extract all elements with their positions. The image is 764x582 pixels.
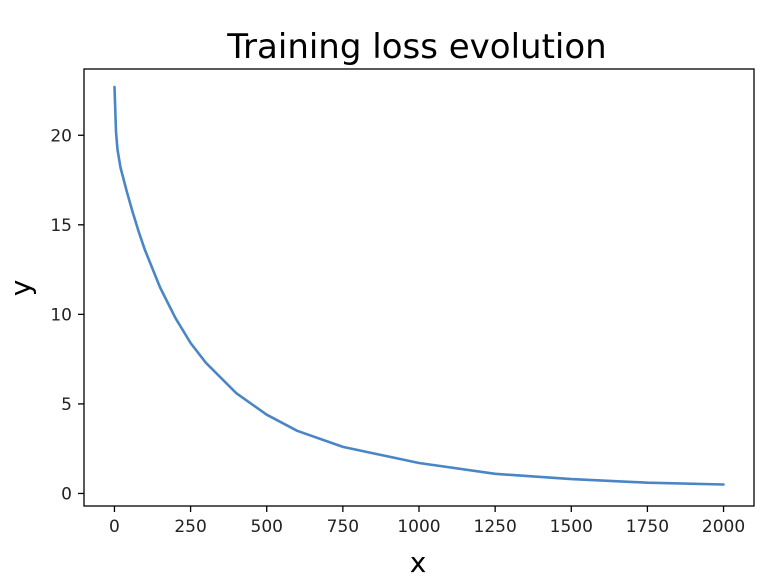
x-tick-label: 0 xyxy=(109,517,120,537)
x-tick-label: 1000 xyxy=(397,517,440,537)
x-axis: 0 250 500 750 1000 1250 1500 1750 2000 xyxy=(109,506,745,537)
x-tick-label: 1250 xyxy=(474,517,517,537)
chart-title: Training loss evolution xyxy=(226,27,606,67)
plot-frame xyxy=(83,68,755,507)
x-tick-label: 1500 xyxy=(550,517,593,537)
y-axis-label: y xyxy=(4,280,37,297)
x-tick-label: 750 xyxy=(327,517,359,537)
x-axis-label: x xyxy=(410,546,427,579)
x-tick-label: 1750 xyxy=(626,517,669,537)
x-tick-label: 500 xyxy=(251,517,283,537)
x-tick-label: 2000 xyxy=(702,517,745,537)
y-tick-label: 5 xyxy=(61,395,72,415)
x-tick-label: 250 xyxy=(174,517,206,537)
y-tick-label: 15 xyxy=(50,216,72,236)
y-axis: 0 5 10 15 20 xyxy=(50,126,84,504)
y-tick-label: 20 xyxy=(50,126,72,146)
series-line xyxy=(113,85,725,486)
y-tick-label: 0 xyxy=(61,484,72,504)
y-tick-label: 10 xyxy=(50,305,72,325)
